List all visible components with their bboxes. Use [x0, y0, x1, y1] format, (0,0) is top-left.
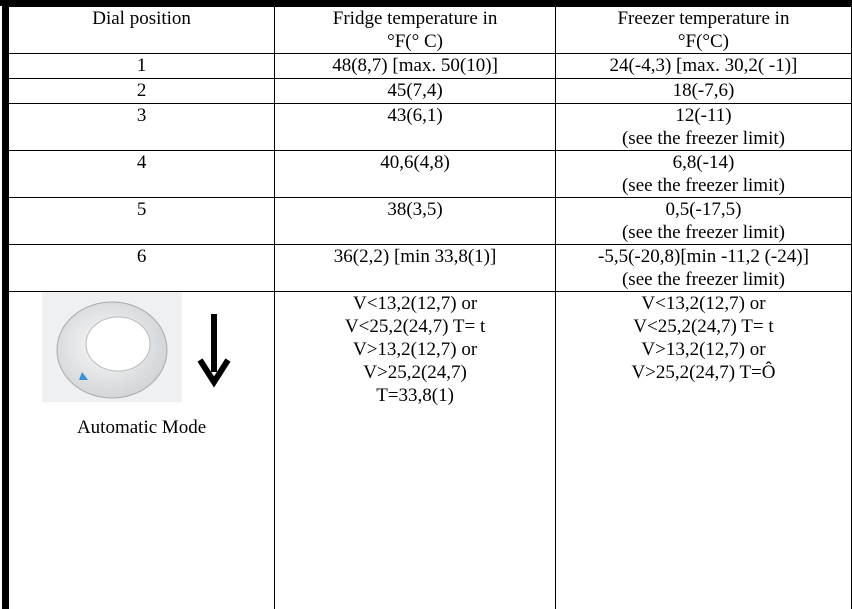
cell-line: 45(7,4) — [279, 79, 551, 102]
cell-line: -5,5(-20,8)[min -11,2 (-24)] — [560, 245, 847, 268]
cell-line: 12(-11) — [560, 104, 847, 127]
cell-line: 4 — [13, 151, 270, 174]
cell-line: 40,6(4,8) — [279, 151, 551, 174]
cell: 1 — [6, 54, 275, 79]
cell-line: V>25,2(24,7) — [279, 361, 551, 384]
cell-line: V>13,2(12,7) or — [279, 338, 551, 361]
cell-line: 24(-4,3) [max. 30,2( -1)] — [560, 54, 847, 77]
cell-line: 48(8,7) [max. 50(10)] — [279, 54, 551, 77]
cell: 36(2,2) [min 33,8(1)] — [275, 245, 556, 292]
cell-line: Freezer temperature in — [560, 7, 847, 30]
cell: 2 — [6, 79, 275, 104]
cell: 43(6,1) — [275, 104, 556, 151]
cell-line: (see the freezer limit) — [560, 268, 847, 291]
cell-line: 0,5(-17,5) — [560, 198, 847, 221]
cell-line: 36(2,2) [min 33,8(1)] — [279, 245, 551, 268]
cell-line: °F(° C) — [279, 30, 551, 53]
cell: 45(7,4) — [275, 79, 556, 104]
cell: 4 — [6, 151, 275, 198]
auto-label: Automatic Mode — [13, 416, 270, 439]
cell: Dial position — [6, 7, 275, 54]
dial-icon — [42, 292, 242, 402]
cell-line: Fridge temperature in — [279, 7, 551, 30]
cell-line: 2 — [13, 79, 270, 102]
cell: 5 — [6, 198, 275, 245]
cell: Automatic Mode — [6, 292, 275, 609]
cell: 3 — [6, 104, 275, 151]
cell: 38(3,5) — [275, 198, 556, 245]
cell: 6 — [6, 245, 275, 292]
cell-line: (see the freezer limit) — [560, 221, 847, 244]
cell: 24(-4,3) [max. 30,2( -1)] — [555, 54, 851, 79]
cell: -5,5(-20,8)[min -11,2 (-24)](see the fre… — [555, 245, 851, 292]
cell-line: (see the freezer limit) — [560, 127, 847, 150]
cell-line: V<25,2(24,7) T= t — [279, 315, 551, 338]
cell: 40,6(4,8) — [275, 151, 556, 198]
cell-line: Dial position — [13, 7, 270, 30]
cell-line: 6,8(-14) — [560, 151, 847, 174]
cell-line: 1 — [13, 54, 270, 77]
cell: 48(8,7) [max. 50(10)] — [275, 54, 556, 79]
page: Dial positionFridge temperature in°F(° C… — [0, 0, 852, 609]
cell-line: 6 — [13, 245, 270, 268]
cell-line: 3 — [13, 104, 270, 127]
cell: Fridge temperature in°F(° C) — [275, 7, 556, 54]
cell: 18(-7,6) — [555, 79, 851, 104]
cell-line: T=33,8(1) — [279, 384, 551, 407]
cell-line: 18(-7,6) — [560, 79, 847, 102]
cell: 0,5(-17,5)(see the freezer limit) — [555, 198, 851, 245]
cell-line: °F(°C) — [560, 30, 847, 53]
cell-line: 43(6,1) — [279, 104, 551, 127]
cell-line: 5 — [13, 198, 270, 221]
cell-line: (see the freezer limit) — [560, 174, 847, 197]
cell-line: V<13,2(12,7) or — [560, 292, 847, 315]
cell-line: V>13,2(12,7) or — [560, 338, 847, 361]
cell: 12(-11)(see the freezer limit) — [555, 104, 851, 151]
cell-line: 38(3,5) — [279, 198, 551, 221]
data-row: 2 45(7,4) 18(-7,6) — [6, 79, 852, 104]
cell-line: V<13,2(12,7) or — [279, 292, 551, 315]
cell: Freezer temperature in°F(°C) — [555, 7, 851, 54]
dial — [13, 292, 270, 408]
cell-line: V<25,2(24,7) T= t — [560, 315, 847, 338]
cell-line: V>25,2(24,7) T=Ô — [560, 361, 847, 384]
data-row: 1 48(8,7) [max. 50(10)] 24(-4,3) [max. 30,… — [6, 54, 852, 79]
cell: 6,8(-14)(see the freezer limit) — [555, 151, 851, 198]
